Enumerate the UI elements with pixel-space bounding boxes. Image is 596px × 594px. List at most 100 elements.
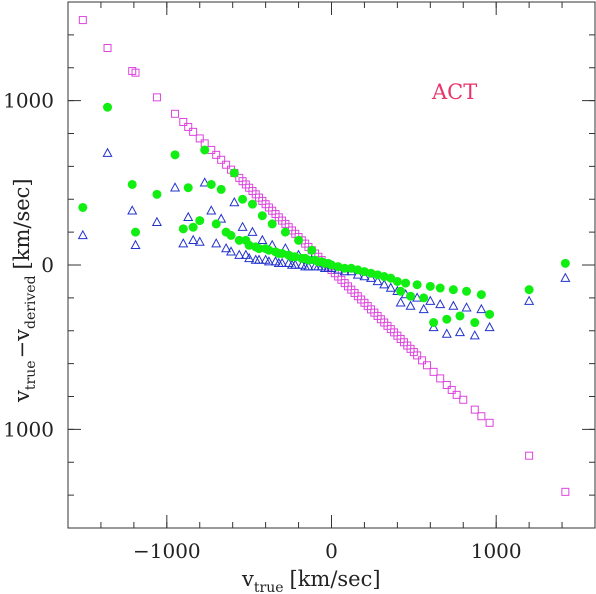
circle-point — [195, 216, 205, 226]
triangle-point — [372, 275, 383, 286]
circle-point — [392, 276, 402, 286]
triangle-point — [476, 303, 487, 314]
square-point — [477, 412, 486, 421]
series-square-open — [78, 16, 570, 496]
square-point — [459, 395, 468, 404]
square-point — [217, 155, 226, 164]
square-point — [429, 367, 438, 376]
y-axis-title-main1: v — [10, 390, 34, 403]
square-point — [561, 487, 570, 496]
circle-point — [226, 230, 236, 240]
minor-ticks — [67, 1, 596, 529]
x-axis-title-main: v — [241, 567, 254, 591]
triangle-point — [395, 297, 406, 307]
triangle-point — [188, 234, 199, 245]
square-point — [442, 380, 451, 389]
triangle-point — [277, 257, 288, 268]
circle-point — [303, 255, 313, 265]
circle-point — [455, 311, 465, 321]
circle-point — [216, 184, 226, 194]
circle-point — [254, 244, 264, 254]
circle-point — [294, 235, 304, 245]
circle-point — [280, 227, 290, 237]
series-circle-filled — [78, 102, 570, 328]
triangle-point — [469, 330, 480, 340]
square-point — [222, 160, 231, 169]
square-point — [418, 356, 427, 365]
circle-point — [307, 245, 317, 255]
y-axis-title-minus: − — [10, 341, 34, 359]
triangle-point — [151, 216, 162, 226]
y-axis-title-main2: v — [10, 329, 34, 342]
x-tick-label: 0 — [325, 539, 338, 563]
annotation-label: ACT — [431, 80, 477, 104]
triangle-point — [194, 236, 205, 246]
circle-point — [206, 179, 216, 189]
x-tick-label: −1000 — [133, 539, 201, 563]
triangle-point — [425, 295, 436, 305]
circle-point — [419, 293, 429, 303]
square-point — [195, 134, 204, 143]
triangle-point — [130, 239, 141, 249]
triangle-point — [216, 213, 227, 223]
triangle-point — [199, 177, 210, 187]
y-tick-label: 0 — [41, 253, 54, 277]
triangle-point — [441, 328, 452, 338]
triangle-point — [102, 147, 113, 157]
square-point — [171, 109, 180, 118]
triangle-point — [418, 303, 429, 314]
triangle-point — [263, 256, 274, 266]
triangle-point — [303, 261, 314, 271]
circle-point — [396, 286, 406, 296]
triangle-point — [234, 249, 245, 259]
circle-point — [183, 183, 193, 193]
circle-point — [412, 280, 422, 290]
y-axis-title-sub2: derived — [23, 275, 39, 329]
triangle-point — [428, 321, 439, 332]
triangle-point — [352, 269, 363, 279]
y-axis-title: vtrue−vderived[km/sec] — [10, 178, 39, 403]
triangle-point — [229, 196, 240, 207]
square-point — [184, 122, 193, 131]
y-tick-label: 1000 — [3, 417, 54, 441]
square-point — [212, 150, 221, 159]
circle-point — [188, 222, 198, 232]
triangle-point — [77, 229, 88, 240]
circle-point — [470, 318, 480, 328]
square-point — [413, 351, 422, 360]
square-point — [131, 68, 140, 77]
triangle-point — [206, 205, 217, 215]
x-tick-labels: −1000 0 1000 — [133, 539, 522, 563]
square-point — [423, 361, 432, 370]
circle-point — [170, 150, 180, 160]
triangle-point — [183, 211, 194, 222]
circle-point — [462, 286, 472, 296]
square-point — [485, 418, 494, 427]
triangle-point — [127, 205, 138, 215]
data-points — [77, 16, 571, 496]
circle-point — [257, 211, 267, 221]
triangle-point — [560, 272, 571, 282]
circle-point — [560, 258, 570, 268]
circle-point — [267, 219, 277, 229]
circle-point — [401, 278, 411, 288]
triangle-point — [257, 234, 268, 245]
triangle-point — [461, 302, 472, 312]
series-triangle-open — [77, 147, 571, 340]
x-axis-title-sub: true — [254, 580, 284, 594]
circle-point — [247, 199, 257, 209]
triangle-point — [365, 272, 377, 282]
triangle-point — [379, 279, 390, 289]
triangle-point — [170, 182, 181, 192]
triangle-point — [524, 295, 535, 305]
triangle-point — [240, 249, 251, 259]
triangle-point — [247, 226, 258, 236]
triangle-point — [359, 270, 370, 281]
square-point — [525, 451, 534, 460]
triangle-point — [221, 243, 232, 253]
square-point — [452, 390, 461, 399]
circle-point — [340, 263, 350, 273]
y-axis-title-sub1: true — [23, 361, 39, 391]
square-point — [447, 385, 456, 394]
